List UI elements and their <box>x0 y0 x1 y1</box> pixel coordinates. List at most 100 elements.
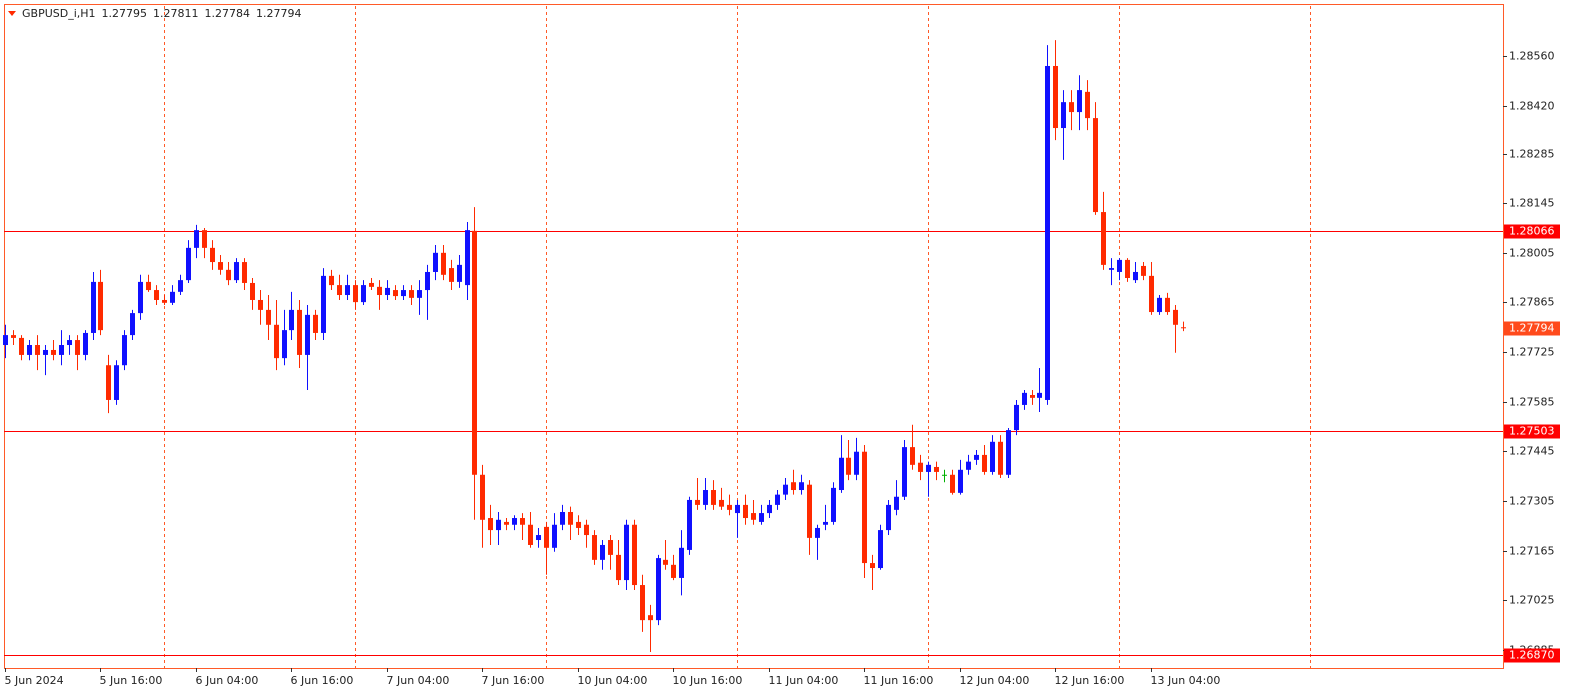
hline-label: 1.28066 <box>1509 225 1555 238</box>
candle-body <box>624 524 629 581</box>
candle-body <box>178 280 183 292</box>
candle-body <box>687 499 692 550</box>
candle-body <box>703 490 708 505</box>
candle-body <box>695 499 700 505</box>
candle-body <box>472 230 477 475</box>
candle-body <box>91 281 96 333</box>
candle-body <box>345 285 350 296</box>
candle-body <box>353 285 358 303</box>
candle-body <box>361 285 366 303</box>
candle-body <box>1061 102 1066 129</box>
candle-body <box>520 518 525 525</box>
candle-body <box>3 335 8 346</box>
candle-body <box>337 285 342 296</box>
x-tick-label: 5 Jun 16:00 <box>100 674 163 687</box>
candle-body <box>321 275 326 333</box>
candle-body <box>592 535 597 560</box>
candle-body <box>1037 392 1042 398</box>
candle-body <box>282 330 287 359</box>
candle-body <box>43 349 48 355</box>
candle-body <box>202 230 207 248</box>
candle-body <box>862 451 867 564</box>
candle-body <box>393 290 398 297</box>
x-tick-label: 12 Jun 04:00 <box>960 674 1030 687</box>
candle-body <box>11 335 16 338</box>
candle-body <box>751 513 756 520</box>
x-tick-label: 5 Jun 2024 <box>5 674 64 687</box>
candle-body <box>616 554 621 581</box>
x-tick-label: 11 Jun 16:00 <box>864 674 934 687</box>
candle-body <box>926 464 931 472</box>
candle-body <box>982 454 987 472</box>
price-label: 1.27794 <box>1509 322 1555 335</box>
candle-body <box>138 281 143 314</box>
candle-body <box>146 281 151 291</box>
candle-body <box>648 615 653 621</box>
x-tick-label: 10 Jun 04:00 <box>578 674 648 687</box>
candle-body <box>409 290 414 298</box>
x-tick-label: 6 Jun 04:00 <box>196 674 259 687</box>
candle-body <box>576 521 581 528</box>
candle-body <box>1101 212 1106 265</box>
candle-body <box>528 524 533 545</box>
candle-body <box>27 345 32 355</box>
candle-body <box>106 365 111 400</box>
candle-body <box>377 286 382 296</box>
candle-body <box>679 547 684 578</box>
candle-body <box>1149 275 1154 313</box>
candle-body <box>425 271 430 291</box>
candle-body <box>51 349 56 355</box>
x-tick-label: 11 Jun 04:00 <box>769 674 839 687</box>
candle-body <box>266 309 271 325</box>
candle-body <box>544 526 549 548</box>
candle-body <box>990 441 995 472</box>
candle-body <box>258 299 263 310</box>
y-tick-label: 1.27305 <box>1509 495 1555 508</box>
candle-body <box>449 268 454 282</box>
candle-body <box>457 264 462 282</box>
y-tick-label: 1.27165 <box>1509 545 1555 558</box>
candle-body <box>512 518 517 525</box>
candle-body <box>170 291 175 303</box>
candle-body <box>870 563 875 569</box>
candle-body <box>1157 297 1162 313</box>
candle-body <box>632 524 637 586</box>
x-tick-label: 13 Jun 04:00 <box>1151 674 1221 687</box>
candle-body <box>910 447 915 465</box>
y-tick-label: 1.27865 <box>1509 296 1555 309</box>
y-tick-label: 1.28420 <box>1509 100 1555 113</box>
candle-body <box>305 314 310 355</box>
candle-body <box>162 299 167 303</box>
candle-body <box>966 461 971 470</box>
candle-body <box>441 252 446 275</box>
x-tick-label: 7 Jun 16:00 <box>482 674 545 687</box>
title-menu-icon[interactable] <box>8 11 16 16</box>
candle-body <box>210 247 215 263</box>
candle-body <box>711 490 716 505</box>
candle-body <box>480 474 485 520</box>
candle-body <box>154 290 159 300</box>
candle-body <box>313 314 318 333</box>
candle-body <box>1173 309 1178 325</box>
hline-label: 1.26870 <box>1509 649 1555 662</box>
candle-body <box>663 559 668 565</box>
candle-body <box>496 519 501 531</box>
candle-body <box>918 462 923 472</box>
candle-body <box>226 269 231 281</box>
candle-body <box>289 309 294 331</box>
candle-body <box>799 482 804 491</box>
candle-body <box>831 487 836 522</box>
candle-body <box>600 544 605 560</box>
candle-body <box>250 282 255 300</box>
candle-body <box>1053 65 1058 129</box>
candle-body <box>1133 271 1138 281</box>
x-tick-label: 6 Jun 16:00 <box>291 674 354 687</box>
y-tick-label: 1.27585 <box>1509 396 1555 409</box>
price-label-box <box>1504 321 1560 336</box>
candle-body <box>35 345 40 355</box>
candle-body <box>1117 259 1122 272</box>
candle-body <box>83 332 88 355</box>
candle-body <box>369 282 374 287</box>
